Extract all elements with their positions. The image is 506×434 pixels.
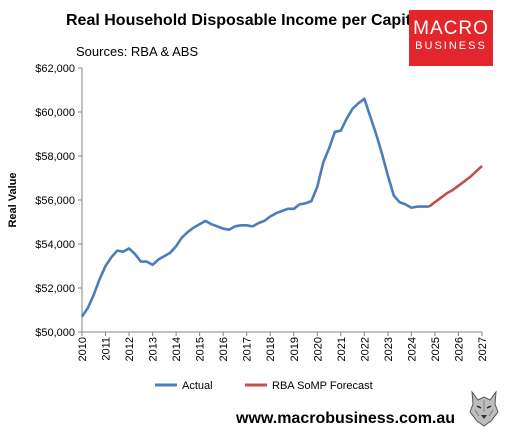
- y-axis-label: Real Value: [7, 172, 19, 227]
- x-tick-label: 2012: [124, 337, 136, 361]
- y-tick-labels: $50,000 $52,000 $54,000 $56,000 $58,000 $60,0…: [35, 63, 75, 339]
- x-tick-label: 2020: [312, 337, 324, 361]
- chart-title: Real Household Disposable Income per Cap…: [66, 12, 420, 29]
- x-tick-label: 2011: [101, 337, 113, 361]
- y-tick-label: $58,000: [35, 151, 75, 163]
- y-tick-label: $60,000: [35, 107, 75, 119]
- y-tick-label: $62,000: [35, 63, 75, 75]
- x-tick-label: 2018: [265, 337, 277, 361]
- x-tick-label: 2026: [453, 337, 465, 361]
- x-tick-label: 2013: [148, 337, 160, 361]
- y-tick-label: $50,000: [35, 327, 75, 339]
- wolf-mascot-icon: [467, 388, 501, 428]
- x-tick-labels: 2010 2011 2012 2013 2014 2015 2016 2017 2018 2019…: [77, 337, 489, 361]
- x-tick-label: 2017: [242, 337, 254, 361]
- y-tick-label: $52,000: [35, 283, 75, 295]
- legend-label: Actual: [182, 380, 213, 392]
- logo-line-1: MACRO: [413, 18, 489, 39]
- x-tick-label: 2015: [195, 337, 207, 361]
- x-tick-label: 2016: [218, 337, 230, 361]
- series-lines: [80, 97, 483, 318]
- x-tick-label: 2010: [77, 337, 89, 361]
- legend-label: RBA SoMP Forecast: [272, 380, 373, 392]
- chart-subtitle: Sources: RBA & ABS: [76, 44, 199, 59]
- x-tick-label: 2014: [171, 337, 183, 361]
- macrobusiness-logo: MACRO BUSINESS: [409, 10, 493, 66]
- logo-line-2: BUSINESS: [415, 40, 487, 52]
- x-tick-label: 2024: [406, 337, 418, 361]
- x-tick-label: 2023: [383, 337, 395, 361]
- series-line-forecast: [428, 164, 483, 208]
- y-tick-label: $56,000: [35, 195, 75, 207]
- x-tick-label: 2022: [359, 337, 371, 361]
- x-tick-label: 2021: [336, 337, 348, 361]
- y-tick-label: $54,000: [35, 239, 75, 251]
- x-tick-label: 2025: [430, 337, 442, 361]
- legend: Actual RBA SoMP Forecast: [155, 380, 373, 392]
- footer-url: www.macrobusiness.com.au: [236, 410, 456, 427]
- chart-axes: [78, 67, 483, 336]
- x-tick-label: 2019: [289, 337, 301, 361]
- x-tick-label: 2027: [477, 337, 489, 361]
- series-line-actual: [80, 97, 430, 318]
